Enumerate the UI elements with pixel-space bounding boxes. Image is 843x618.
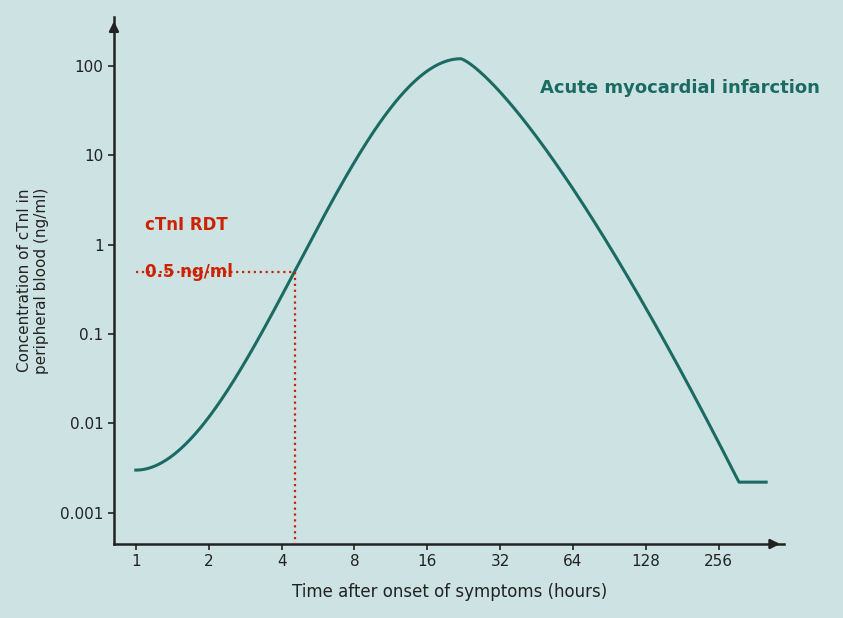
- Text: Acute myocardial infarction: Acute myocardial infarction: [540, 79, 820, 97]
- X-axis label: Time after onset of symptoms (hours): Time after onset of symptoms (hours): [292, 583, 607, 601]
- Text: 0.5 ng/ml: 0.5 ng/ml: [144, 263, 233, 281]
- Y-axis label: Concentration of cTnI in
peripheral blood (ng/ml): Concentration of cTnI in peripheral bloo…: [17, 187, 49, 373]
- Text: cTnI RDT: cTnI RDT: [144, 216, 228, 234]
